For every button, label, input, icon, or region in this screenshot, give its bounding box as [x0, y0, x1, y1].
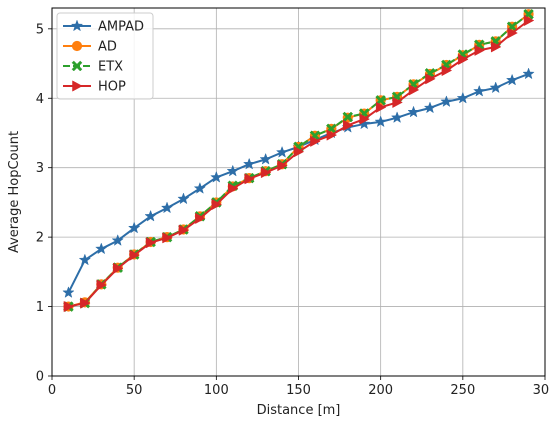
data-point-hop	[343, 119, 354, 131]
data-point-ampad	[78, 253, 92, 266]
x-tick-label: 150	[286, 383, 311, 398]
data-point-hop	[474, 44, 485, 56]
x-axis-label: Distance [m]	[257, 403, 341, 418]
legend-label-etx: ETX	[98, 60, 123, 75]
x-tick-label: 0	[48, 383, 56, 398]
legend-swatch-marker	[70, 19, 84, 32]
data-point-hop	[260, 166, 272, 179]
data-point-hop	[425, 73, 436, 85]
data-point-ampad	[111, 234, 124, 246]
x-tick-label: 50	[126, 383, 143, 398]
data-point-ampad	[259, 152, 272, 165]
data-point-ampad	[505, 73, 519, 86]
data-point-hop	[408, 84, 420, 96]
data-point-hop	[375, 101, 387, 113]
data-point-hop	[80, 297, 91, 309]
data-point-ampad	[144, 209, 157, 222]
data-point-hop	[112, 262, 124, 274]
data-point-hop	[162, 232, 173, 244]
y-tick-label: 4	[36, 92, 44, 107]
data-point-ampad	[193, 182, 207, 194]
data-point-ampad	[489, 81, 502, 94]
data-point-ampad	[127, 221, 141, 234]
data-point-hop	[310, 135, 321, 147]
data-point-etx	[375, 94, 387, 106]
data-point-hop	[178, 224, 190, 236]
data-point-ampad	[374, 115, 387, 128]
legend-swatch-marker	[71, 40, 83, 52]
data-point-ampad	[473, 84, 486, 97]
data-point-ampad	[522, 67, 535, 80]
y-axis-label: Average HopCount	[7, 131, 22, 253]
data-point-hop	[244, 173, 255, 185]
legend-label-hop: HOP	[98, 80, 126, 95]
data-point-ampad	[456, 91, 470, 104]
y-tick-label: 1	[36, 300, 44, 315]
data-point-ampad	[62, 286, 75, 298]
data-point-hop	[211, 198, 223, 211]
series-layer	[62, 8, 535, 313]
data-point-hop	[228, 182, 239, 195]
x-tick-label: 100	[204, 383, 229, 398]
data-point-ampad	[423, 101, 437, 114]
legend-label-ad: AD	[98, 40, 117, 55]
data-point-ampad	[95, 242, 108, 255]
data-point-hop	[63, 300, 75, 313]
data-point-hop	[392, 96, 403, 109]
data-point-hop	[458, 53, 469, 65]
data-point-hop	[293, 146, 305, 158]
legend: AMPAD AD ETX HOP	[56, 12, 154, 100]
x-tick-label: 250	[450, 383, 475, 398]
data-point-ampad	[275, 145, 289, 158]
data-point-hop	[326, 129, 338, 141]
data-point-hop	[359, 113, 370, 125]
x-tick-label: 300	[533, 383, 550, 398]
y-tick-label: 0	[36, 370, 44, 385]
data-point-hop	[507, 27, 518, 39]
data-point-hop	[129, 249, 140, 261]
data-point-ampad	[390, 111, 404, 123]
y-tick-label: 2	[36, 231, 44, 246]
legend-box	[56, 12, 154, 100]
x-tick-label: 200	[368, 383, 393, 398]
data-point-ampad	[226, 164, 239, 177]
data-point-hop	[277, 159, 288, 172]
y-tick-label: 3	[36, 161, 44, 176]
series-hop	[63, 14, 535, 313]
data-point-ampad	[440, 95, 453, 108]
data-point-hop	[145, 237, 157, 249]
data-point-ampad	[177, 192, 190, 205]
data-point-hop	[96, 279, 108, 291]
legend-swatch-marker	[72, 80, 83, 92]
data-point-hop	[195, 212, 206, 225]
axis-ticks: 0 50 100 150 200 250 300 0 1 2 3 4 5	[36, 22, 550, 398]
data-point-hop	[490, 41, 502, 53]
y-tick-label: 5	[36, 22, 44, 37]
legend-swatch-marker	[71, 60, 83, 72]
data-point-hop	[441, 64, 453, 77]
data-point-ampad	[242, 157, 256, 170]
data-point-ampad	[210, 170, 223, 183]
data-point-ampad	[407, 105, 420, 118]
data-point-hop	[523, 14, 535, 27]
data-point-ampad	[160, 201, 174, 214]
legend-label-ampad: AMPAD	[98, 20, 144, 35]
data-point-etx	[342, 111, 354, 123]
